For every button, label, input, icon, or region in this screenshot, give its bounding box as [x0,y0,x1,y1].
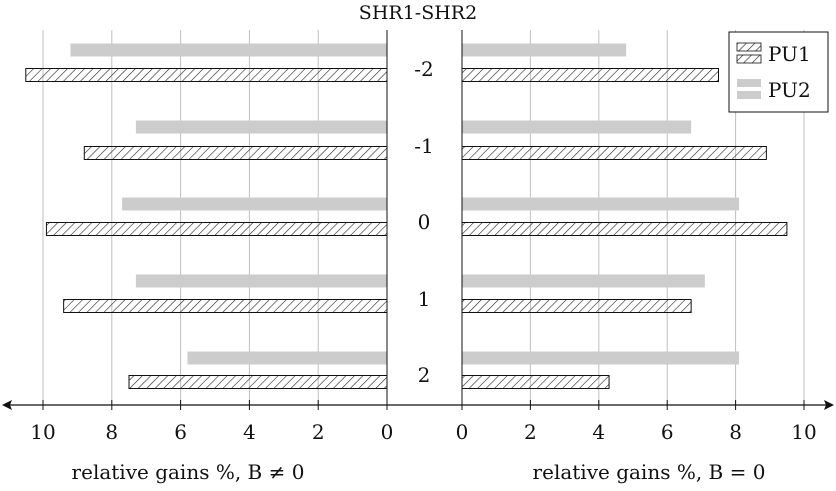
bar-right-pu1-cat-1 [461,146,767,160]
bar-right-pu2-cat-4 [462,351,740,365]
chart-title: SHR1-SHR2 [359,2,477,24]
bar-right-pu2-cat-1 [462,120,692,134]
bar-right-pu2-cat-0 [462,43,627,57]
tick-label-left-3: 4 [243,420,256,444]
category-label-2: 0 [418,210,431,234]
tick-label-right-3: 6 [661,420,674,444]
bar-right-pu1-cat-4 [461,375,610,389]
bar-left-pu2-cat-2 [122,197,388,211]
x-axis-arrow-left [2,400,12,410]
legend-label-pu2: PU2 [768,78,811,102]
tick-label-right-1: 2 [524,420,537,444]
category-label-0: -2 [414,57,433,81]
tick-label-right-0: 0 [456,420,469,444]
x-axis-label-left: relative gains %, B ≠ 0 [72,460,305,484]
bar-right-pu1-cat-3 [461,299,692,313]
tick-label-left-1: 8 [105,420,118,444]
bar-left-pu1-cat-1 [83,146,388,160]
bar-right-pu1-cat-2 [461,222,788,236]
tick-label-left-4: 2 [312,420,325,444]
bar-left-pu2-cat-1 [135,120,387,134]
tick-label-right-4: 8 [729,420,742,444]
tick-label-right-2: 4 [592,420,605,444]
bar-left-pu2-cat-3 [135,274,387,288]
bar-left-pu2-cat-4 [187,351,387,365]
x-axis-arrow-right [824,400,834,410]
bar-left-pu1-cat-0 [25,68,388,82]
tick-label-right-5: 10 [791,420,816,444]
legend-swatch-pu1-a [736,42,762,52]
bar-right-pu1-cat-0 [461,68,719,82]
category-label-1: -1 [414,134,433,158]
bar-left-pu1-cat-4 [128,375,388,389]
legend-swatch-pu2-a [737,79,761,87]
bar-right-pu2-cat-3 [462,274,705,288]
bar-right-pu2-cat-2 [462,197,740,211]
legend-swatch-pu2-b [737,91,761,99]
tick-label-left-5: 0 [381,420,394,444]
bar-layer [25,43,788,389]
bar-left-pu1-cat-2 [45,222,388,236]
legend: PU1 PU2 [728,31,829,113]
x-axis-label-right: relative gains %, B = 0 [533,460,766,484]
legend-label-pu1: PU1 [768,42,811,66]
category-label-4: 2 [418,363,431,387]
category-label-3: 1 [418,287,431,311]
tick-label-left-0: 10 [30,420,55,444]
tick-label-left-2: 6 [174,420,187,444]
bar-left-pu1-cat-3 [63,299,388,313]
bar-left-pu2-cat-0 [70,43,388,57]
legend-swatch-pu1-b [736,54,762,64]
